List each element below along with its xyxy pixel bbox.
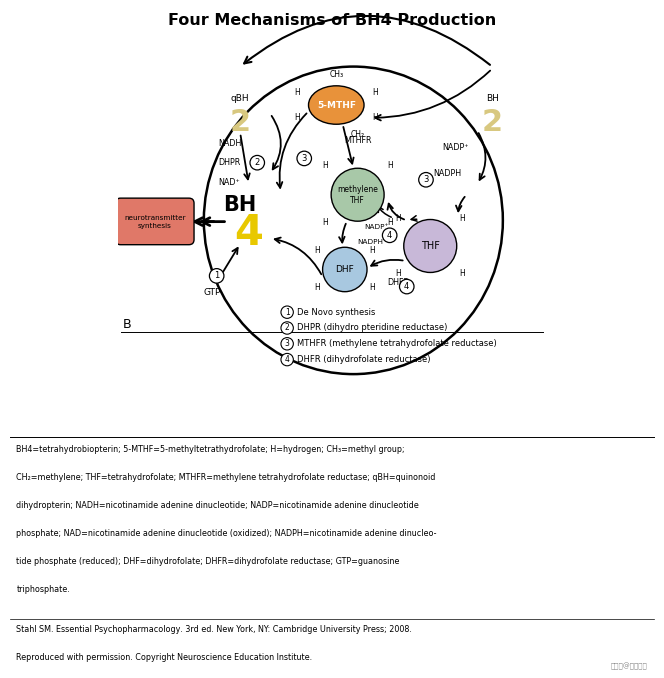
Text: GTP: GTP bbox=[204, 288, 221, 298]
Text: MTHFR (methylene tetrahydrofolate reductase): MTHFR (methylene tetrahydrofolate reduct… bbox=[297, 339, 496, 348]
Circle shape bbox=[382, 228, 397, 243]
Text: Reproduced with permission. Copyright Neuroscience Education Institute.: Reproduced with permission. Copyright Ne… bbox=[17, 654, 313, 662]
Text: DHPR: DHPR bbox=[218, 158, 240, 167]
Text: 4: 4 bbox=[234, 212, 263, 254]
Text: phosphate; NAD=nicotinamide adenine dinucleotide (oxidized); NADPH=nicotinamide : phosphate; NAD=nicotinamide adenine dinu… bbox=[17, 529, 437, 538]
Text: H: H bbox=[314, 283, 320, 292]
Text: CH₂: CH₂ bbox=[351, 130, 365, 140]
Text: 2: 2 bbox=[481, 108, 503, 136]
Circle shape bbox=[331, 168, 384, 221]
Circle shape bbox=[297, 151, 311, 165]
Ellipse shape bbox=[204, 66, 503, 374]
Circle shape bbox=[281, 306, 293, 319]
Ellipse shape bbox=[309, 86, 364, 124]
Text: H: H bbox=[459, 269, 465, 278]
Text: H: H bbox=[459, 214, 465, 222]
FancyBboxPatch shape bbox=[116, 198, 194, 245]
Text: 4: 4 bbox=[387, 231, 392, 240]
Circle shape bbox=[281, 353, 293, 366]
Text: BH: BH bbox=[224, 195, 257, 216]
Text: H: H bbox=[323, 161, 329, 170]
Circle shape bbox=[419, 172, 433, 187]
Text: 3: 3 bbox=[285, 339, 290, 348]
Text: H: H bbox=[373, 87, 378, 97]
Text: DHPR (dihydro pteridine reductase): DHPR (dihydro pteridine reductase) bbox=[297, 323, 447, 332]
Text: H: H bbox=[314, 245, 320, 255]
Text: H: H bbox=[387, 218, 392, 227]
Text: 3: 3 bbox=[423, 176, 429, 184]
Text: NADP⁺: NADP⁺ bbox=[365, 224, 389, 230]
Circle shape bbox=[281, 338, 293, 350]
Text: H: H bbox=[323, 218, 329, 227]
Text: qBH: qBH bbox=[231, 94, 250, 103]
Text: BH4=tetrahydrobiopterin; 5-MTHF=5-methyltetrathydrofolate; H=hydrogen; CH₃=methy: BH4=tetrahydrobiopterin; 5-MTHF=5-methyl… bbox=[17, 445, 405, 454]
Text: 5-MTHF: 5-MTHF bbox=[317, 100, 356, 110]
Text: 2: 2 bbox=[230, 108, 251, 136]
Circle shape bbox=[250, 155, 264, 170]
Text: H: H bbox=[294, 113, 300, 122]
Text: NADP⁺: NADP⁺ bbox=[443, 143, 469, 153]
Text: NADPH: NADPH bbox=[434, 169, 461, 178]
Text: B: B bbox=[123, 319, 131, 332]
Text: H: H bbox=[395, 214, 401, 222]
Text: 1: 1 bbox=[214, 271, 219, 281]
Text: Four Mechanisms of BH4 Production: Four Mechanisms of BH4 Production bbox=[168, 13, 496, 28]
Circle shape bbox=[404, 220, 457, 273]
Text: CH₂=methylene; THF=tetrahydrofolate; MTHFR=methylene tetrahydrofolate reductase;: CH₂=methylene; THF=tetrahydrofolate; MTH… bbox=[17, 473, 436, 481]
Text: DHF: DHF bbox=[335, 265, 354, 274]
Text: De Novo synthesis: De Novo synthesis bbox=[297, 308, 375, 317]
Text: tide phosphate (reduced); DHF=dihydrofolate; DHFR=dihydrofolate reductase; GTP=g: tide phosphate (reduced); DHF=dihydrofol… bbox=[17, 557, 400, 565]
Text: H: H bbox=[373, 113, 378, 122]
Circle shape bbox=[400, 279, 414, 294]
Text: Stahl SM. ⁠Essential Psychopharmacology⁠. 3rd ed. New York, NY: Cambridge Univer: Stahl SM. ⁠Essential Psychopharmacology⁠… bbox=[17, 625, 412, 634]
Text: BH: BH bbox=[486, 94, 499, 103]
Text: CH₃: CH₃ bbox=[329, 70, 343, 79]
Text: H: H bbox=[370, 283, 375, 292]
Text: MTHFR: MTHFR bbox=[344, 136, 371, 144]
Text: 4: 4 bbox=[285, 355, 290, 364]
Text: 搜狐号@小叶淅淅: 搜狐号@小叶淅淅 bbox=[611, 662, 647, 670]
Text: 4: 4 bbox=[404, 282, 410, 291]
Text: NADPH: NADPH bbox=[357, 239, 383, 245]
Circle shape bbox=[281, 322, 293, 334]
Text: 1: 1 bbox=[285, 308, 290, 317]
Text: NAD⁺: NAD⁺ bbox=[218, 178, 240, 187]
Circle shape bbox=[209, 268, 224, 283]
Text: dihydropterin; NADH=nicotinamide adenine dinucleotide; NADP=nicotinamide adenine: dihydropterin; NADH=nicotinamide adenine… bbox=[17, 500, 419, 510]
Circle shape bbox=[323, 247, 367, 292]
Text: DHFR (dihydrofolate reductase): DHFR (dihydrofolate reductase) bbox=[297, 355, 430, 364]
Text: NADH: NADH bbox=[218, 139, 241, 148]
Text: methylene
THF: methylene THF bbox=[337, 184, 378, 205]
Text: triphosphate.: triphosphate. bbox=[17, 584, 70, 594]
Text: H: H bbox=[387, 161, 392, 170]
Text: 2: 2 bbox=[254, 158, 260, 167]
Text: H: H bbox=[395, 269, 401, 278]
Text: DHFR: DHFR bbox=[387, 278, 409, 287]
Text: H: H bbox=[370, 245, 375, 255]
Text: neurotransmitter
synthesis: neurotransmitter synthesis bbox=[124, 215, 185, 228]
Text: H: H bbox=[294, 87, 300, 97]
Text: 2: 2 bbox=[285, 323, 290, 332]
Text: THF: THF bbox=[421, 241, 440, 251]
Text: 3: 3 bbox=[301, 154, 307, 163]
